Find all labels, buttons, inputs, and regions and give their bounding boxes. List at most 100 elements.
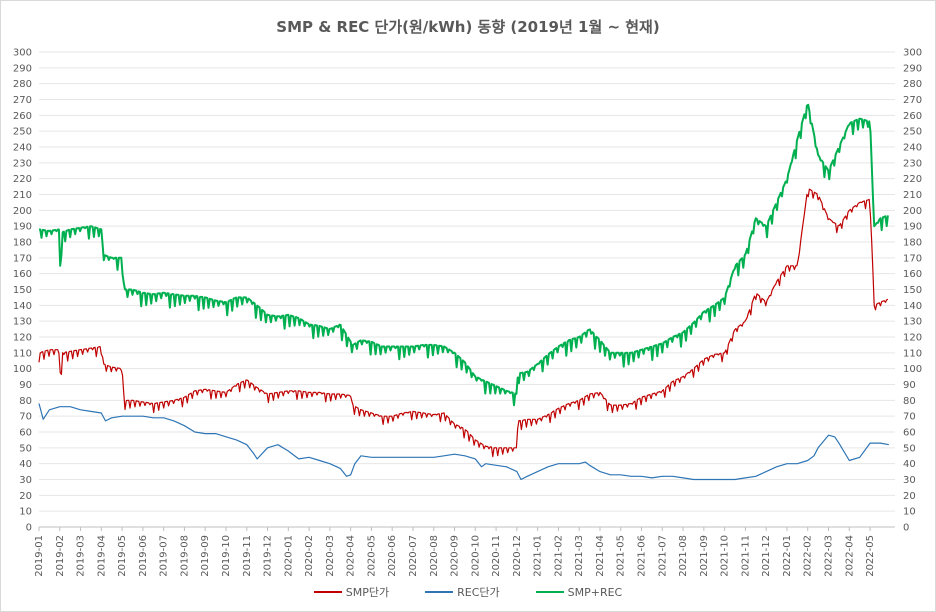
x-tick-label: 2021-02: [553, 535, 564, 577]
x-tick-label: 2021-04: [595, 535, 606, 577]
y-tick-label-right: 130: [903, 317, 922, 328]
x-tick-label: 2019-03: [76, 535, 87, 577]
x-axis: 2019-01 2019-02 2019-03 2019-04 2019-05 2019-…: [34, 527, 876, 577]
x-tick-label: 2020-05: [366, 535, 377, 577]
y-tick-label-left: 80: [19, 396, 32, 407]
x-tick-label: 2019-12: [263, 535, 274, 577]
x-tick-label: 2019-07: [159, 535, 170, 577]
y-tick-label-left: 180: [13, 238, 32, 249]
y-tick-label-left: 120: [13, 333, 32, 344]
y-tick-label-right: 220: [903, 174, 922, 185]
x-tick-label: 2020-03: [325, 535, 336, 577]
series-lines: [38, 103, 889, 481]
x-tick-label: 2021-05: [616, 535, 627, 577]
y-tick-label-left: 60: [19, 428, 32, 439]
x-tick-label: 2020-01: [283, 535, 294, 577]
y-tick-label-left: 50: [19, 443, 32, 454]
x-tick-label: 2019-04: [96, 535, 107, 577]
x-tick-label: 2022-01: [782, 535, 793, 577]
y-tick-label-left: 230: [13, 158, 32, 169]
x-tick-label: 2020-02: [304, 535, 315, 577]
y-tick-label-right: 120: [903, 333, 922, 344]
legend-label-smp-rec: SMP+REC: [567, 585, 623, 599]
gridlines: [39, 51, 895, 528]
x-tick-label: 2021-08: [678, 535, 689, 577]
y-tick-label-right: 210: [903, 190, 922, 201]
y-tick-label-right: 0: [903, 523, 909, 534]
y-tick-label-right: 190: [903, 222, 922, 233]
y-tick-label-right: 10: [903, 507, 916, 518]
y-tick-label-right: 260: [903, 111, 922, 122]
y-tick-label-left: 260: [13, 111, 32, 122]
y-tick-label-right: 80: [903, 396, 916, 407]
y-tick-label-left: 270: [13, 95, 32, 106]
y-axis-right: 0 10 20 30 40 50 60 70 80 90 100 110 120 130 140 150 160…: [903, 48, 922, 534]
y-tick-label-right: 300: [903, 48, 922, 59]
x-tick-label: 2021-01: [533, 535, 544, 577]
y-tick-label-right: 270: [903, 95, 922, 106]
y-tick-label-right: 20: [903, 491, 916, 502]
x-tick-label: 2020-09: [450, 535, 461, 577]
legend-label-rec: REC단가: [457, 586, 500, 599]
chart-title: SMP & REC 단가(원/kWh) 동향 (2019년 1월 ~ 현재): [276, 18, 660, 36]
x-tick-label: 2019-02: [55, 535, 66, 577]
y-tick-label-left: 70: [19, 412, 32, 423]
x-tick-label: 2021-09: [699, 535, 710, 577]
y-tick-label-left: 20: [19, 491, 32, 502]
y-tick-label-left: 290: [13, 63, 32, 74]
x-tick-label: 2019-11: [242, 535, 253, 577]
legend-item-smp: SMP단가: [313, 584, 390, 600]
y-tick-label-right: 30: [903, 475, 916, 486]
legend-swatch-smp-rec: [535, 591, 564, 593]
x-tick-label: 2020-12: [512, 535, 523, 577]
y-tick-label-right: 280: [903, 79, 922, 90]
x-tick-label: 2021-06: [637, 535, 648, 577]
y-tick-label-left: 150: [13, 285, 32, 296]
y-tick-label-right: 50: [903, 443, 916, 454]
legend-swatch-smp: [313, 591, 342, 593]
x-tick-label: 2019-08: [179, 535, 190, 577]
x-tick-label: 2020-10: [470, 535, 481, 577]
legend-label-smp: SMP단가: [345, 586, 390, 599]
y-tick-label-right: 150: [903, 285, 922, 296]
series-line-smp-rec: [38, 103, 889, 407]
y-tick-label-right: 200: [903, 206, 922, 217]
y-tick-label-left: 110: [13, 348, 32, 359]
y-tick-label-left: 220: [13, 174, 32, 185]
x-tick-label: 2020-04: [346, 535, 357, 577]
y-tick-label-left: 30: [19, 475, 32, 486]
x-tick-label: 2021-10: [720, 535, 731, 577]
y-tick-label-left: 300: [13, 48, 32, 59]
x-tick-label: 2020-08: [429, 535, 440, 577]
y-tick-label-right: 90: [903, 380, 916, 391]
y-tick-label-right: 140: [903, 301, 922, 312]
y-tick-label-right: 250: [903, 127, 922, 138]
x-tick-label: 2022-05: [865, 535, 876, 577]
y-tick-label-right: 60: [903, 428, 916, 439]
x-tick-label: 2019-06: [138, 535, 149, 577]
y-tick-label-left: 10: [19, 507, 32, 518]
y-tick-label-right: 70: [903, 412, 916, 423]
y-tick-label-left: 40: [19, 459, 32, 470]
x-tick-label: 2019-01: [34, 535, 45, 577]
y-tick-label-left: 240: [13, 143, 32, 154]
x-tick-label: 2022-02: [803, 535, 814, 577]
y-tick-label-left: 190: [13, 222, 32, 233]
x-tick-label: 2021-07: [657, 535, 668, 577]
y-tick-label-right: 40: [903, 459, 916, 470]
series-line-rec: [38, 403, 889, 481]
x-tick-label: 2021-03: [574, 535, 585, 577]
x-tick-label: 2020-11: [491, 535, 502, 577]
y-tick-label-left: 90: [19, 380, 32, 391]
y-tick-label-left: 0: [26, 523, 32, 534]
x-tick-label: 2019-10: [221, 535, 232, 577]
y-tick-label-right: 110: [903, 348, 922, 359]
x-tick-label: 2020-06: [387, 535, 398, 577]
legend: SMP단가 REC단가 SMP+REC: [0, 584, 936, 600]
y-axis-left: 0 10 20 30 40 50 60 70 80 90 100 110 120 130 140 150 160…: [13, 48, 32, 534]
x-tick-label: 2019-05: [117, 535, 128, 577]
x-tick-label: 2021-12: [761, 535, 772, 577]
legend-item-smp-rec: SMP+REC: [535, 584, 623, 600]
